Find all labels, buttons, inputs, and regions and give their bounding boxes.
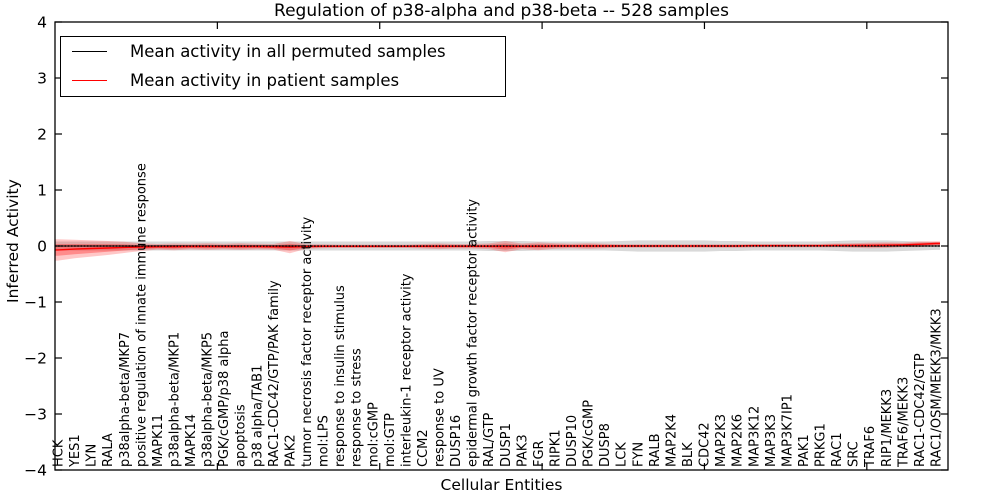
x-axis-label: Cellular Entities	[440, 476, 563, 494]
y-tick-label: −3	[24, 406, 47, 424]
entity-label: response to UV	[433, 368, 448, 467]
entity-label: MAP3K7IP1	[780, 394, 795, 467]
legend-label: Mean activity in patient samples	[130, 71, 400, 90]
entity-label: tumor necrosis factor receptor activity	[300, 216, 315, 467]
y-tick-label: −2	[24, 350, 47, 368]
entity-label: RAC1	[830, 432, 845, 467]
y-tick-label: 0	[37, 238, 47, 256]
legend-entry-permuted: Mean activity in all permuted samples	[61, 37, 505, 66]
entity-label: DUSP16	[449, 415, 464, 467]
entity-label: mol:LPS	[317, 415, 332, 467]
y-tick-label: 4	[37, 14, 47, 32]
entity-label: MAP3K12	[747, 406, 762, 467]
entity-label: PAK1	[797, 434, 812, 467]
entity-label: MAP3K3	[764, 414, 779, 467]
entity-label: SRC	[847, 441, 862, 467]
entity-label: interleukin-1 receptor activity	[399, 273, 414, 467]
entity-label: RIPK1	[548, 429, 563, 467]
entity-label: RAC1-CDC42/GTP/PAK family	[267, 280, 282, 467]
entity-label: PAK3	[515, 434, 530, 467]
entity-label: FYN	[631, 442, 646, 467]
entity-label: RAC1/OSM/MEKK3/MKK3	[930, 308, 945, 467]
entity-label: FGR	[532, 440, 547, 467]
entity-label: PGK/cGMP/p38 alpha	[217, 331, 232, 467]
entity-label: response to insulin stimulus	[333, 285, 348, 467]
entity-label: HCK	[52, 439, 67, 467]
entity-label: p38alpha-beta/MKP5	[201, 332, 216, 467]
entity-label: p38 alpha/TAB1	[250, 365, 265, 467]
entity-label: apoptosis	[234, 404, 249, 467]
entity-label: MAPK11	[151, 414, 166, 467]
patient-line-swatch	[72, 80, 107, 81]
entity-label: MAP2K4	[664, 414, 679, 467]
entity-label: DUSP8	[598, 423, 613, 467]
entity-label: RIP1/MEKK3	[880, 389, 895, 467]
y-tick-label: −4	[24, 462, 47, 480]
entity-label: mol:GTP	[383, 413, 398, 467]
entity-label: RALB	[648, 433, 663, 467]
entity-label: response to stress	[350, 348, 365, 467]
chart-title: Regulation of p38-alpha and p38-beta -- …	[274, 1, 729, 21]
entity-label: positive regulation of innate immune res…	[134, 163, 149, 467]
entity-label: CDC42	[698, 422, 713, 467]
entity-label: PGK/cGMP	[582, 400, 597, 467]
entity-label: MAPK14	[184, 414, 199, 467]
legend-box: Mean activity in all permuted samples Me…	[60, 36, 506, 97]
entity-label: p38alpha-beta/MKP1	[167, 332, 182, 467]
permuted-line-swatch	[72, 51, 107, 52]
y-tick-label: 1	[37, 182, 47, 200]
entity-label: TRAF6	[863, 426, 878, 468]
entity-label: PAK2	[283, 434, 298, 467]
patient-band-outer	[55, 239, 940, 261]
entity-label: RAL/GTP	[482, 412, 497, 467]
entity-label: epidermal growth factor receptor activit…	[466, 199, 481, 467]
y-axis-label: Inferred Activity	[4, 179, 22, 303]
entity-label: LCK	[615, 442, 630, 467]
y-tick-label: −1	[24, 294, 47, 312]
entity-label: PRKG1	[814, 423, 829, 467]
entity-label: YES1	[68, 434, 83, 468]
entity-label: CCM2	[416, 429, 431, 467]
entity-label: BLK	[681, 442, 696, 467]
entity-label: mol:cGMP	[366, 402, 381, 467]
entity-label: DUSP1	[499, 423, 514, 467]
y-tick-label: 2	[37, 126, 47, 144]
entity-label: TRAF6/MEKK3	[896, 377, 911, 468]
y-tick-label: 3	[37, 70, 47, 88]
entity-label: RAC1-CDC42/GTP	[913, 353, 928, 467]
entity-label: MAP2K3	[714, 414, 729, 467]
entity-label: MAP2K6	[731, 414, 746, 467]
entity-label: LYN	[85, 444, 100, 467]
legend-entry-patient: Mean activity in patient samples	[61, 66, 505, 95]
legend-label: Mean activity in all permuted samples	[130, 42, 446, 61]
entity-label: DUSP10	[565, 415, 580, 467]
entity-label: RALA	[101, 433, 116, 467]
entity-label: p38alpha-beta/MKP7	[118, 332, 133, 467]
